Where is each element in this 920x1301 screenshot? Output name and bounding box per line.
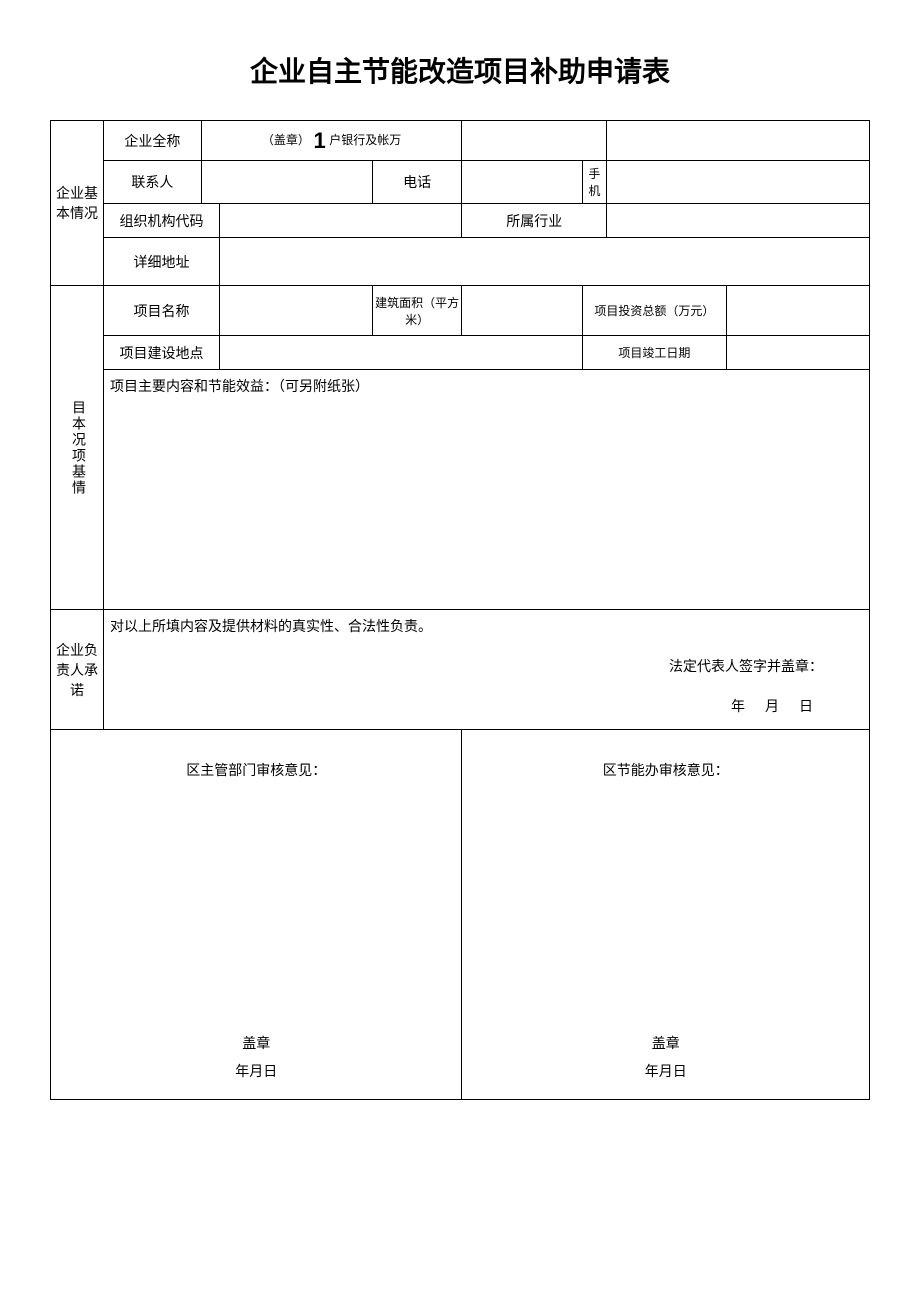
area-label: 建筑面积（平方米） <box>372 286 462 336</box>
investment-value[interactable] <box>727 286 870 336</box>
commit-date: 年月日 <box>110 696 863 716</box>
bank-value[interactable] <box>462 121 607 161</box>
section1-header: 企业基本情况 <box>51 121 104 286</box>
phone-value[interactable] <box>462 161 582 204</box>
commitment-cell: 对以上所填内容及提供材料的真实性、合法性负责。 法定代表人签字并盖章： 年月日 <box>103 610 869 730</box>
industry-value[interactable] <box>607 204 870 238</box>
commitment-text: 对以上所填内容及提供材料的真实性、合法性负责。 <box>110 616 863 636</box>
content-label: 项目主要内容和节能效益：（可另附纸张） <box>110 380 369 395</box>
address-value[interactable] <box>220 238 870 286</box>
project-name-label: 项目名称 <box>103 286 219 336</box>
right-review-header: 区节能办审核意见： <box>472 760 859 780</box>
org-code-value[interactable] <box>220 204 462 238</box>
completion-label: 项目竣工日期 <box>582 336 727 370</box>
company-name-seal-cell: （盖章） 1 户银行及帐万 <box>201 121 462 161</box>
phone-label: 电话 <box>372 161 462 204</box>
section3-header: 企业负责人承诺 <box>51 610 104 730</box>
right-review-cell: 区节能办审核意见： 盖章 年月日 <box>462 730 870 1100</box>
project-content-cell[interactable]: 项目主要内容和节能效益：（可另附纸张） <box>103 370 869 610</box>
industry-label: 所属行业 <box>462 204 607 238</box>
left-date: 年月日 <box>51 1061 461 1081</box>
form-title: 企业自主节能改造项目补助申请表 <box>50 50 870 90</box>
right-date: 年月日 <box>462 1061 869 1081</box>
contact-value[interactable] <box>201 161 372 204</box>
location-label: 项目建设地点 <box>103 336 219 370</box>
address-label: 详细地址 <box>103 238 219 286</box>
left-seal: 盖章 <box>51 1033 461 1053</box>
location-value[interactable] <box>220 336 583 370</box>
investment-label: 项目投资总额（万元） <box>582 286 727 336</box>
project-name-value[interactable] <box>220 286 373 336</box>
company-name-label: 企业全称 <box>103 121 201 161</box>
seal-note: （盖章） <box>262 133 310 147</box>
completion-value[interactable] <box>727 336 870 370</box>
sign-label: 法定代表人签字并盖章： <box>110 656 863 676</box>
contact-label: 联系人 <box>103 161 201 204</box>
left-review-cell: 区主管部门审核意见： 盖章 年月日 <box>51 730 462 1100</box>
application-form-table: 企业基本情况 企业全称 （盖章） 1 户银行及帐万 联系人 电话 手机 组织机构… <box>50 120 870 1100</box>
bank-label: 户银行及帐万 <box>329 133 401 147</box>
right-seal: 盖章 <box>462 1033 869 1053</box>
area-value[interactable] <box>462 286 582 336</box>
mobile-value[interactable] <box>607 161 870 204</box>
mobile-label: 手机 <box>582 161 606 204</box>
number-one: 1 <box>313 128 325 153</box>
left-review-header: 区主管部门审核意见： <box>61 760 451 780</box>
org-code-label: 组织机构代码 <box>103 204 219 238</box>
bank-extra[interactable] <box>607 121 870 161</box>
section2-header: 目本况项基情 <box>51 286 104 610</box>
